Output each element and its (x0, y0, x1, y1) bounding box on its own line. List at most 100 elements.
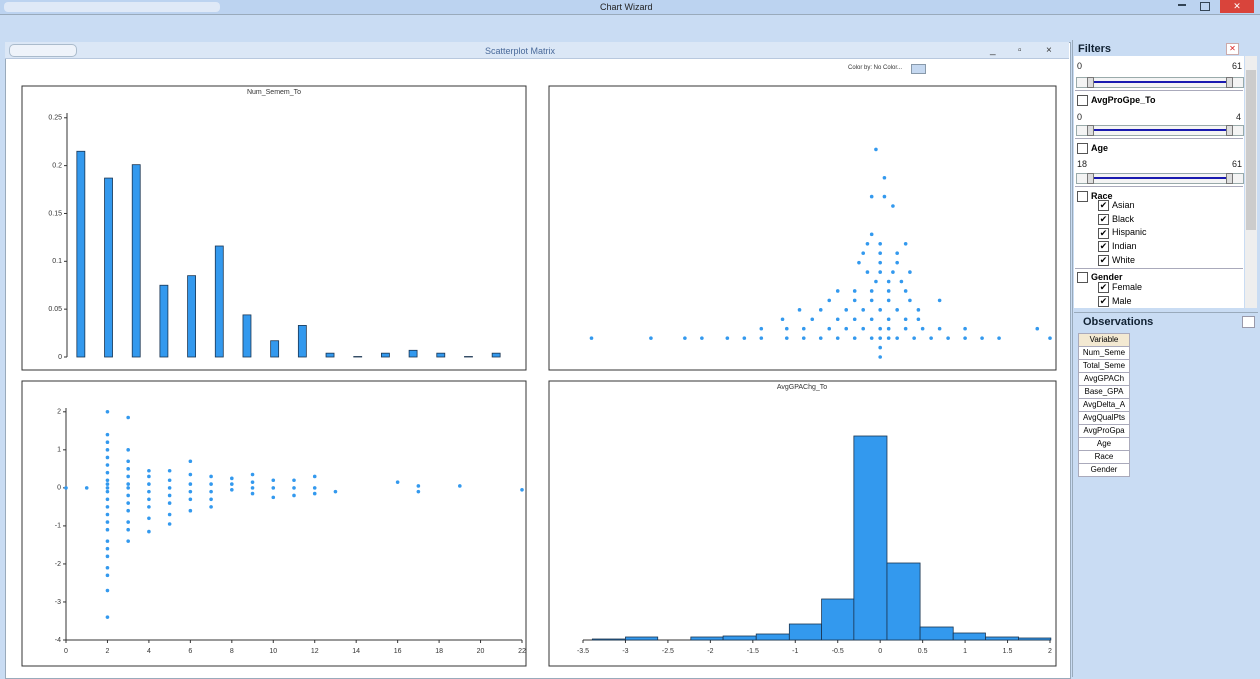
point (126, 494, 130, 498)
observation-row[interactable]: Gender (1078, 463, 1130, 477)
y-tick-label: 0.25 (48, 115, 62, 122)
point (106, 520, 110, 524)
point (895, 261, 899, 265)
checkbox[interactable]: ✔ (1098, 214, 1109, 225)
point (106, 478, 110, 482)
observations-title: Observations (1083, 316, 1153, 328)
point (887, 336, 891, 340)
histogram-bar (756, 634, 789, 640)
checkbox[interactable]: ✔ (1098, 296, 1109, 307)
point (126, 520, 130, 524)
point (785, 327, 789, 331)
filter-option[interactable]: ✔Asian (1098, 200, 1135, 211)
point (106, 448, 110, 452)
x-tick-label: 16 (394, 648, 402, 655)
point (106, 505, 110, 509)
x-tick-label: 2 (1048, 648, 1052, 655)
edit-button[interactable] (1242, 316, 1255, 328)
y-tick-label: 0.05 (48, 306, 62, 313)
filter-name[interactable]: Age (1077, 143, 1108, 154)
histogram-bar (1019, 638, 1051, 640)
point (836, 289, 840, 293)
maximize-button[interactable] (1200, 2, 1210, 11)
point (189, 497, 193, 501)
checkbox[interactable]: ✔ (1098, 241, 1109, 252)
option-label: Indian (1112, 241, 1137, 251)
filter-option[interactable]: ✔Black (1098, 214, 1134, 225)
checkbox[interactable]: ✔ (1098, 282, 1109, 293)
minimize-button[interactable] (1178, 4, 1186, 6)
point (853, 299, 857, 303)
point (844, 327, 848, 331)
filter-option[interactable]: ✔Indian (1098, 241, 1137, 252)
point (251, 486, 255, 490)
point (292, 478, 296, 482)
point (85, 486, 89, 490)
point (168, 478, 172, 482)
point (189, 473, 193, 477)
point (891, 204, 895, 208)
x-tick-label: -3.5 (577, 648, 589, 655)
range-slider[interactable] (1076, 125, 1244, 136)
observation-row[interactable]: AvgProGpa (1078, 424, 1130, 438)
point (917, 308, 921, 312)
option-label: Hispanic (1112, 227, 1147, 237)
filter-option[interactable]: ✔White (1098, 255, 1135, 266)
x-tick-label: -0.5 (832, 648, 844, 655)
close-button[interactable]: ✕ (1220, 0, 1254, 13)
point (147, 530, 151, 534)
bar (381, 353, 389, 357)
observation-row[interactable]: Total_Seme (1078, 359, 1130, 373)
filter-option[interactable]: ✔Hispanic (1098, 227, 1147, 238)
point (836, 317, 840, 321)
point (917, 317, 921, 321)
observation-row[interactable]: Race (1078, 450, 1130, 464)
point (106, 539, 110, 543)
filter-option[interactable]: ✔Female (1098, 282, 1142, 293)
point (895, 251, 899, 255)
point (590, 336, 594, 340)
point (878, 242, 882, 246)
x-tick-label: 0.5 (918, 648, 928, 655)
y-tick-label: 0 (57, 485, 61, 492)
point (895, 308, 899, 312)
point (827, 327, 831, 331)
point (106, 486, 110, 490)
range-slider[interactable] (1076, 77, 1244, 88)
point (878, 327, 882, 331)
filter-option[interactable]: ✔Male (1098, 296, 1132, 307)
checkbox[interactable]: ✔ (1098, 228, 1109, 239)
scroll-thumb[interactable] (1246, 70, 1256, 230)
clear-filters[interactable]: ✕ (1226, 43, 1239, 55)
point (878, 270, 882, 274)
point (106, 555, 110, 559)
observation-row[interactable]: AvgQualPts (1078, 411, 1130, 425)
checkbox[interactable]: ✔ (1098, 200, 1109, 211)
x-tick-label: 10 (269, 648, 277, 655)
observation-row[interactable]: AvgGPACh (1078, 372, 1130, 386)
option-label: White (1112, 255, 1135, 265)
y-tick-label: 2 (57, 409, 61, 416)
histogram-bar (592, 639, 625, 640)
checkbox[interactable]: ✔ (1098, 255, 1109, 266)
point (147, 469, 151, 473)
point (810, 317, 814, 321)
bar (298, 325, 306, 357)
observation-row[interactable]: AvgDelta_A (1078, 398, 1130, 412)
observation-row[interactable]: Base_GPA (1078, 385, 1130, 399)
point (271, 478, 275, 482)
observation-row[interactable]: Num_Seme (1078, 346, 1130, 360)
filter-name[interactable]: AvgProGpe_To (1077, 95, 1156, 106)
point (106, 471, 110, 475)
point (147, 497, 151, 501)
x-tick-label: 1.5 (1003, 648, 1013, 655)
x-tick-label: 2 (106, 648, 110, 655)
separator (1075, 138, 1243, 139)
point (760, 327, 764, 331)
point (904, 289, 908, 293)
point (963, 327, 967, 331)
point (866, 242, 870, 246)
range-slider[interactable] (1076, 173, 1244, 184)
observation-row[interactable]: Age (1078, 437, 1130, 451)
